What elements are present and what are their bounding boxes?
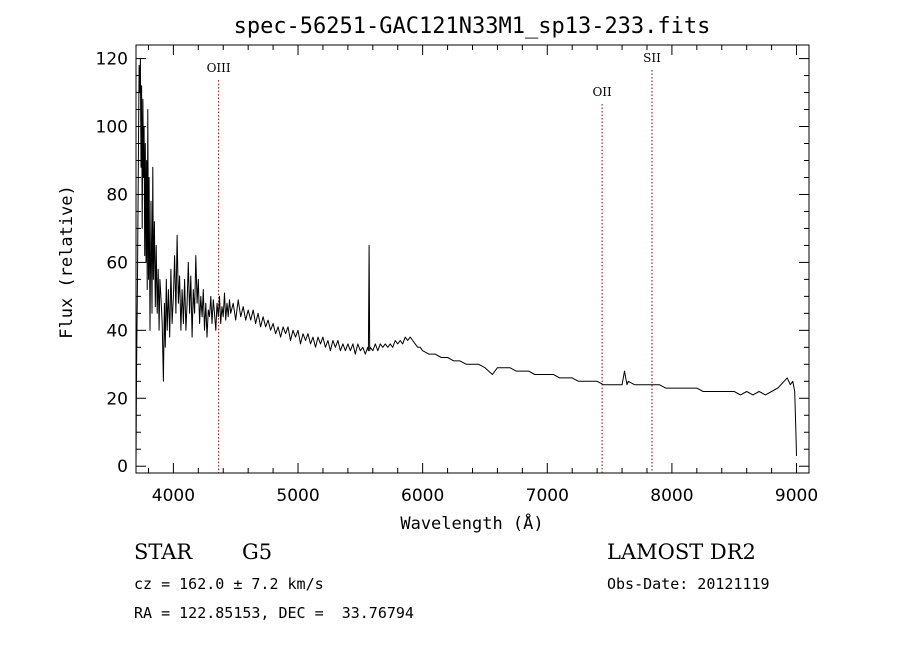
spectrum-line xyxy=(135,58,797,467)
redshift-cz: cz = 162.0 ± 7.2 km/s xyxy=(134,575,324,593)
survey-name: LAMOST DR2 xyxy=(607,540,756,564)
x-tick-label-4000: 4000 xyxy=(152,486,195,506)
x-axis: 4000 5000 6000 7000 8000 9000 xyxy=(147,45,818,506)
marker-label-oii: OII xyxy=(592,85,612,99)
x-tick-label-7000: 7000 xyxy=(526,486,569,506)
marker-label-sii: SII xyxy=(643,51,661,65)
spectral-subclass: G5 xyxy=(242,540,273,564)
y-axis-label: Flux (relative) xyxy=(57,185,77,339)
plot-frame xyxy=(135,44,810,474)
x-axis-label: Wavelength (Å) xyxy=(400,512,543,534)
y-tick-label-100: 100 xyxy=(96,118,128,138)
coordinates: RA = 122.85153, DEC = 33.76794 xyxy=(134,604,414,622)
y-tick-label-60: 60 xyxy=(106,253,128,273)
y-axis: 0 20 40 60 80 100 120 xyxy=(96,50,809,477)
y-tick-label-0: 0 xyxy=(117,457,128,477)
y-tick-label-120: 120 xyxy=(96,50,128,70)
y-tick-label-80: 80 xyxy=(106,185,128,205)
x-tick-label-8000: 8000 xyxy=(650,486,693,506)
x-tick-label-5000: 5000 xyxy=(276,486,319,506)
x-tick-label-9000: 9000 xyxy=(775,486,818,506)
line-markers: OIII OII SII xyxy=(207,51,661,473)
observation-date: Obs-Date: 20121119 xyxy=(607,575,770,593)
chart-title: spec-56251-GAC121N33M1_sp13-233.fits xyxy=(234,14,711,39)
y-tick-label-40: 40 xyxy=(106,321,128,341)
marker-label-oiii: OIII xyxy=(207,61,231,75)
y-tick-label-20: 20 xyxy=(106,389,128,409)
object-class: STAR xyxy=(134,540,193,564)
x-tick-label-6000: 6000 xyxy=(401,486,444,506)
